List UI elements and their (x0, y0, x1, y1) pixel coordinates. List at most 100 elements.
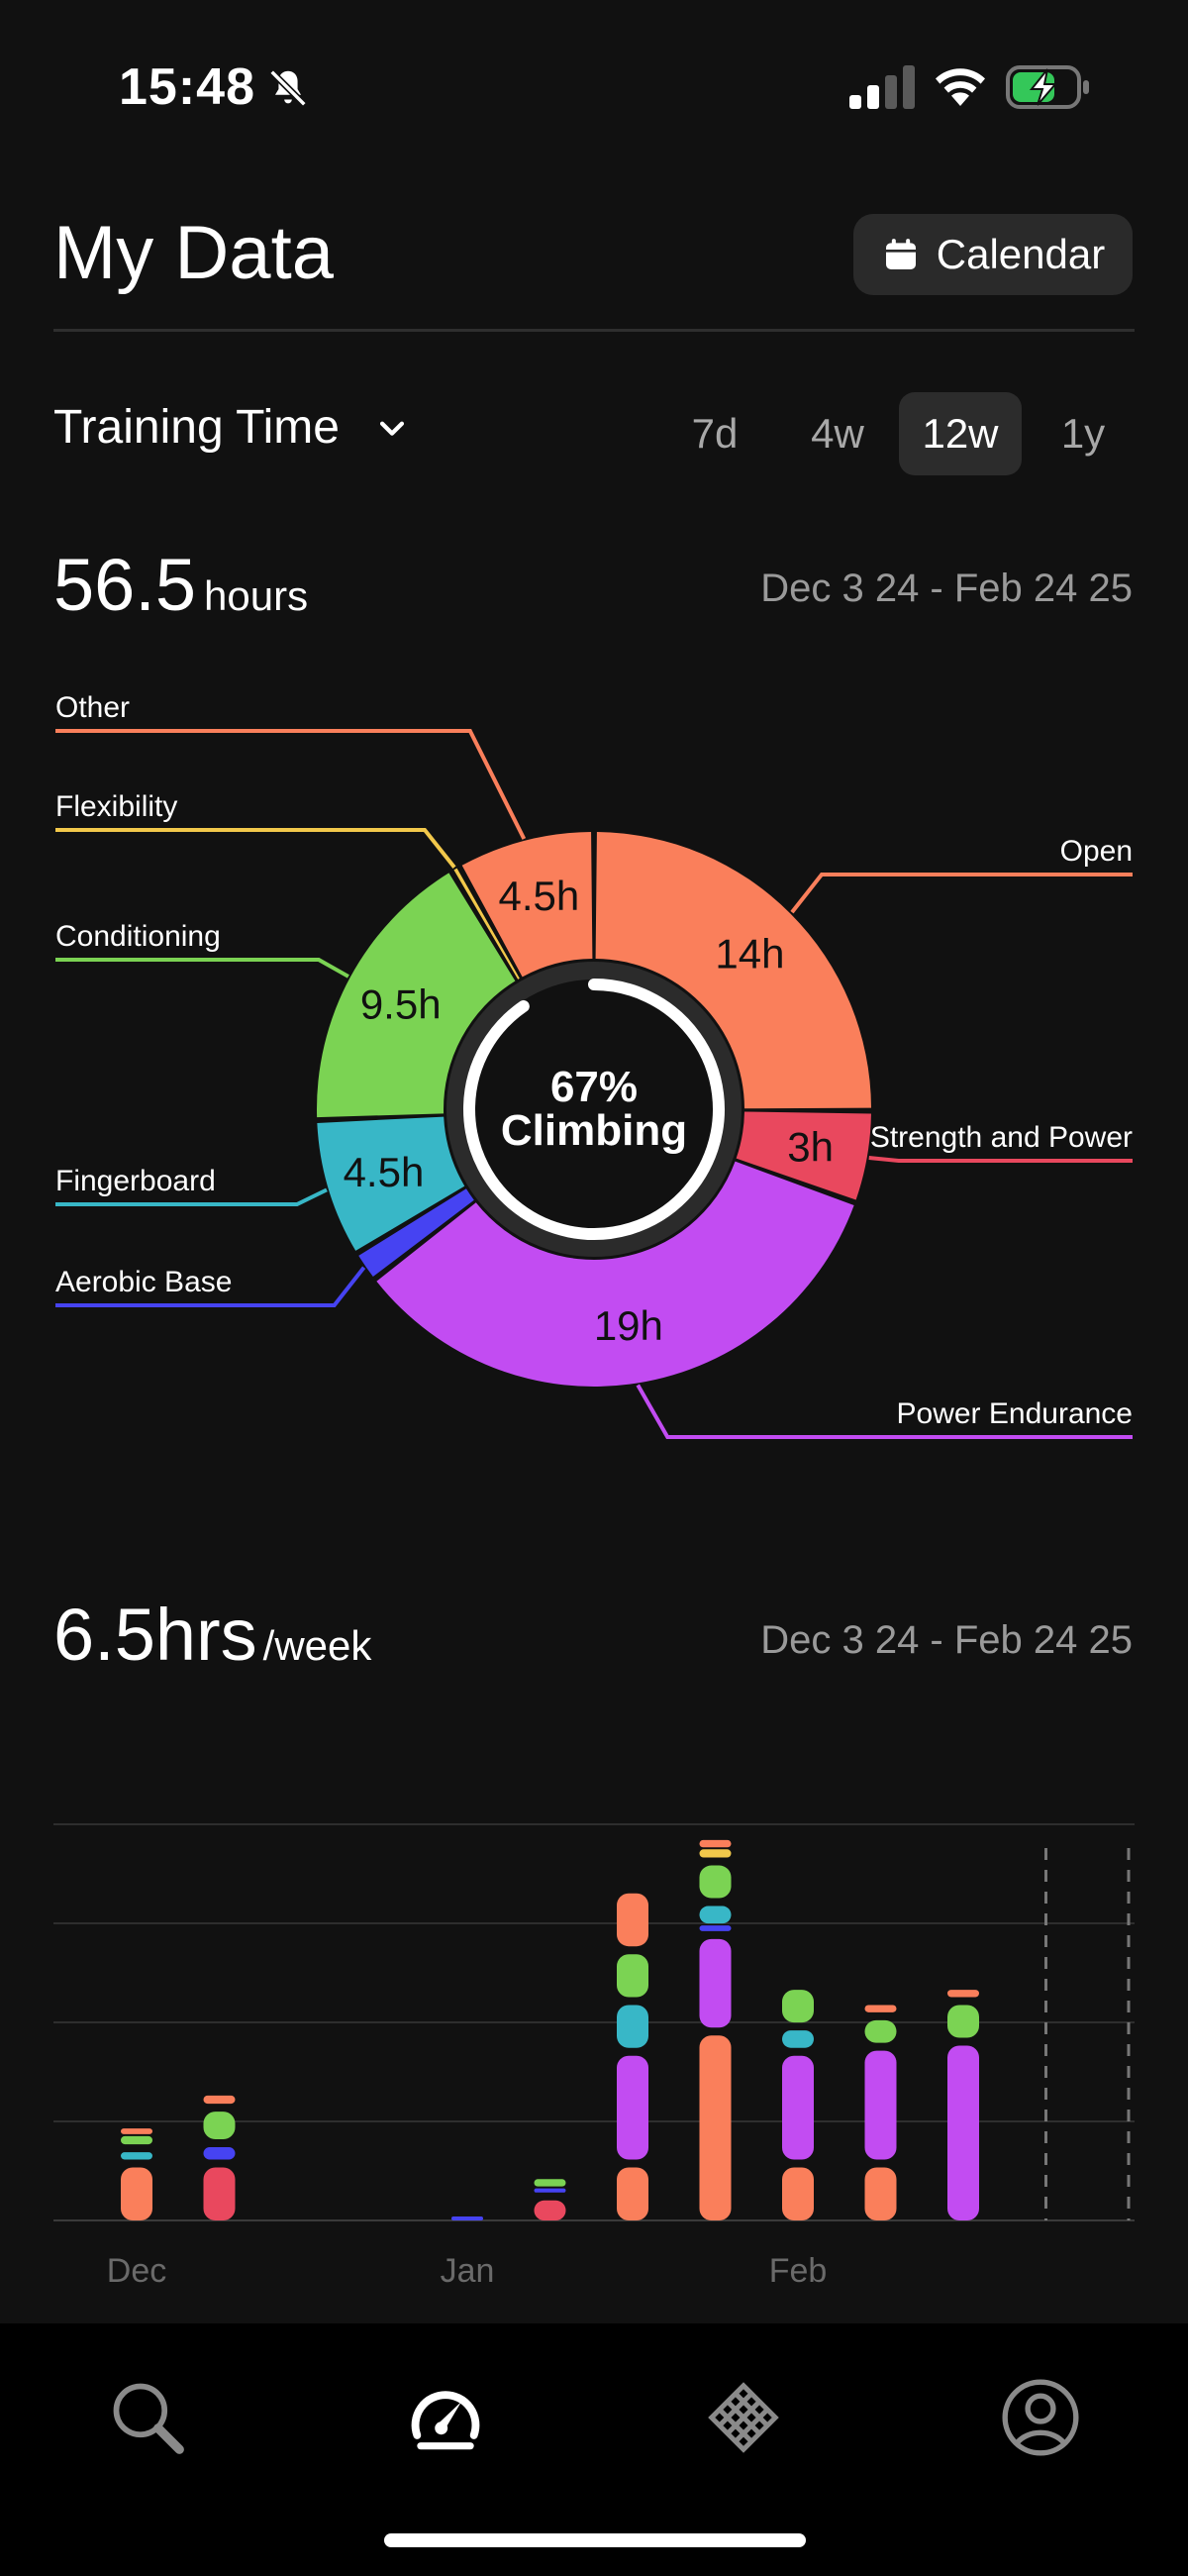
wifi-icon (936, 68, 985, 106)
total-hours: 56.5 hours (53, 543, 308, 627)
bar-segment[interactable] (864, 2167, 897, 2220)
donut-slice-other[interactable] (461, 832, 593, 978)
total-value: 56.5 (53, 544, 197, 626)
center-label: Climbing (501, 1106, 687, 1155)
bar-segment[interactable] (699, 1925, 732, 1931)
bar-segment[interactable] (617, 1954, 648, 1998)
donut-slice-strength-and-power[interactable] (736, 1111, 871, 1200)
donut-slice-fingerboard[interactable] (317, 1116, 465, 1251)
x-tick-dec: Dec (107, 2252, 166, 2290)
donut-slice-flexibility[interactable] (453, 868, 520, 979)
bar-segment[interactable] (699, 1849, 732, 1858)
bar-segment[interactable] (203, 2112, 236, 2139)
donut-slice-conditioning[interactable] (317, 873, 516, 1118)
chevron-down-icon (379, 421, 405, 436)
donut-value-other: 4.5h (498, 873, 579, 919)
page-title: My Data (53, 211, 334, 295)
donut-slice-power-endurance[interactable] (376, 1161, 854, 1387)
metric-dropdown[interactable]: Training Time (53, 400, 409, 455)
bar-segment[interactable] (121, 2135, 152, 2145)
tab-1y[interactable]: 1y (1060, 410, 1106, 457)
legend-label-open: Open (1060, 835, 1133, 868)
nav-board[interactable] (699, 2373, 788, 2462)
home-indicator (384, 2533, 806, 2547)
board-icon (708, 2382, 779, 2453)
weekly-date-range: Dec 3 24 - Feb 24 25 (760, 1618, 1133, 1662)
tab-4w[interactable]: 4w (811, 410, 864, 457)
summary-date-range: Dec 3 24 - Feb 24 25 (760, 567, 1133, 610)
donut-value-conditioning: 9.5h (360, 980, 442, 1027)
leader-line-strength-and-power (868, 1155, 1133, 1163)
bar-segment[interactable] (782, 2167, 814, 2220)
bar-segment[interactable] (451, 2216, 483, 2220)
donut-value-strength-and-power: 3h (787, 1124, 834, 1171)
nav-profile[interactable] (996, 2373, 1085, 2462)
bar-segment[interactable] (534, 2200, 566, 2220)
calendar-label: Calendar (936, 231, 1106, 277)
donut-slice-aerobic-base[interactable] (358, 1188, 474, 1278)
bar-segment[interactable] (121, 2128, 152, 2134)
calendar-button[interactable]: Calendar (853, 214, 1133, 295)
bar-segment[interactable] (699, 1938, 732, 2028)
bar-segment[interactable] (864, 2005, 897, 2012)
training-donut-chart: 14h 3h 19h 4.5h 9.5h 4.5h Open Strength and Po… (55, 691, 1133, 1439)
leader-line-open (790, 873, 1133, 914)
legend-label-conditioning: Conditioning (55, 920, 221, 953)
bar-segment[interactable] (617, 2055, 648, 2160)
range-tabs: 7d 4w 12w 1y (653, 392, 1144, 475)
leader-line-other (55, 729, 527, 840)
donut-slice-open[interactable] (595, 832, 871, 1109)
nav-search[interactable] (103, 2373, 192, 2462)
donut-value-power-endurance: 19h (594, 1302, 663, 1349)
total-unit: hours (204, 572, 309, 619)
center-percent: 67% (550, 1063, 638, 1111)
leader-line-conditioning (55, 958, 349, 979)
weekly-average: 6.5hrs/week (53, 1593, 371, 1677)
legend-label-power-endurance: Power Endurance (897, 1397, 1133, 1430)
x-tick-jan: Jan (441, 2252, 495, 2290)
bar-segment[interactable] (203, 2146, 236, 2160)
profile-icon (1002, 2379, 1079, 2456)
bar-segment[interactable] (864, 2050, 897, 2160)
bar-segment[interactable] (617, 2167, 648, 2220)
bar-segment[interactable] (121, 2152, 152, 2160)
dashboard-icon (411, 2391, 480, 2450)
bar-segment[interactable] (947, 2045, 979, 2220)
bar-segment[interactable] (121, 2167, 152, 2220)
bar-segment[interactable] (947, 2005, 979, 2038)
bar-segment[interactable] (699, 1865, 732, 1899)
legend-label-fingerboard: Fingerboard (55, 1165, 216, 1197)
status-time: 15:48 (119, 58, 255, 116)
bar-segment[interactable] (782, 2030, 814, 2048)
donut-value-fingerboard: 4.5h (344, 1149, 425, 1195)
bar-segment[interactable] (203, 2167, 236, 2220)
legend-label-strength-and-power: Strength and Power (870, 1121, 1133, 1154)
bar-segment[interactable] (617, 2005, 648, 2048)
signal-icon (849, 65, 915, 109)
bar-segment[interactable] (617, 1893, 648, 1947)
bar-segment[interactable] (782, 2055, 814, 2160)
nav-dashboard[interactable] (401, 2373, 490, 2462)
bar-segment[interactable] (699, 1839, 732, 1848)
bar-segment[interactable] (203, 2095, 236, 2105)
leader-line-fingerboard (55, 1187, 328, 1206)
weekly-value: 6.5hrs (53, 1594, 257, 1676)
bar-segment[interactable] (534, 2188, 566, 2193)
bar-segment[interactable] (864, 2019, 897, 2043)
bell-muted-icon (269, 69, 307, 107)
metric-label: Training Time (53, 401, 340, 454)
bar-segment[interactable] (782, 1990, 814, 2023)
weekly-unit: /week (262, 1622, 372, 1669)
bar-segment[interactable] (534, 2179, 566, 2187)
tab-12w[interactable]: 12w (899, 392, 1022, 475)
donut-value-open: 14h (715, 930, 784, 977)
legend-label-aerobic-base: Aerobic Base (55, 1266, 232, 1298)
weekly-bar-chart: Dec Jan Feb (53, 1823, 1135, 2290)
search-icon (113, 2383, 184, 2454)
bar-segment[interactable] (699, 1906, 732, 1924)
bar-segment[interactable] (699, 2035, 732, 2220)
leader-line-aerobic-base (55, 1266, 366, 1307)
tab-7d[interactable]: 7d (691, 410, 739, 457)
bar-segment[interactable] (947, 1990, 979, 1998)
battery-charging-icon (1006, 65, 1089, 109)
